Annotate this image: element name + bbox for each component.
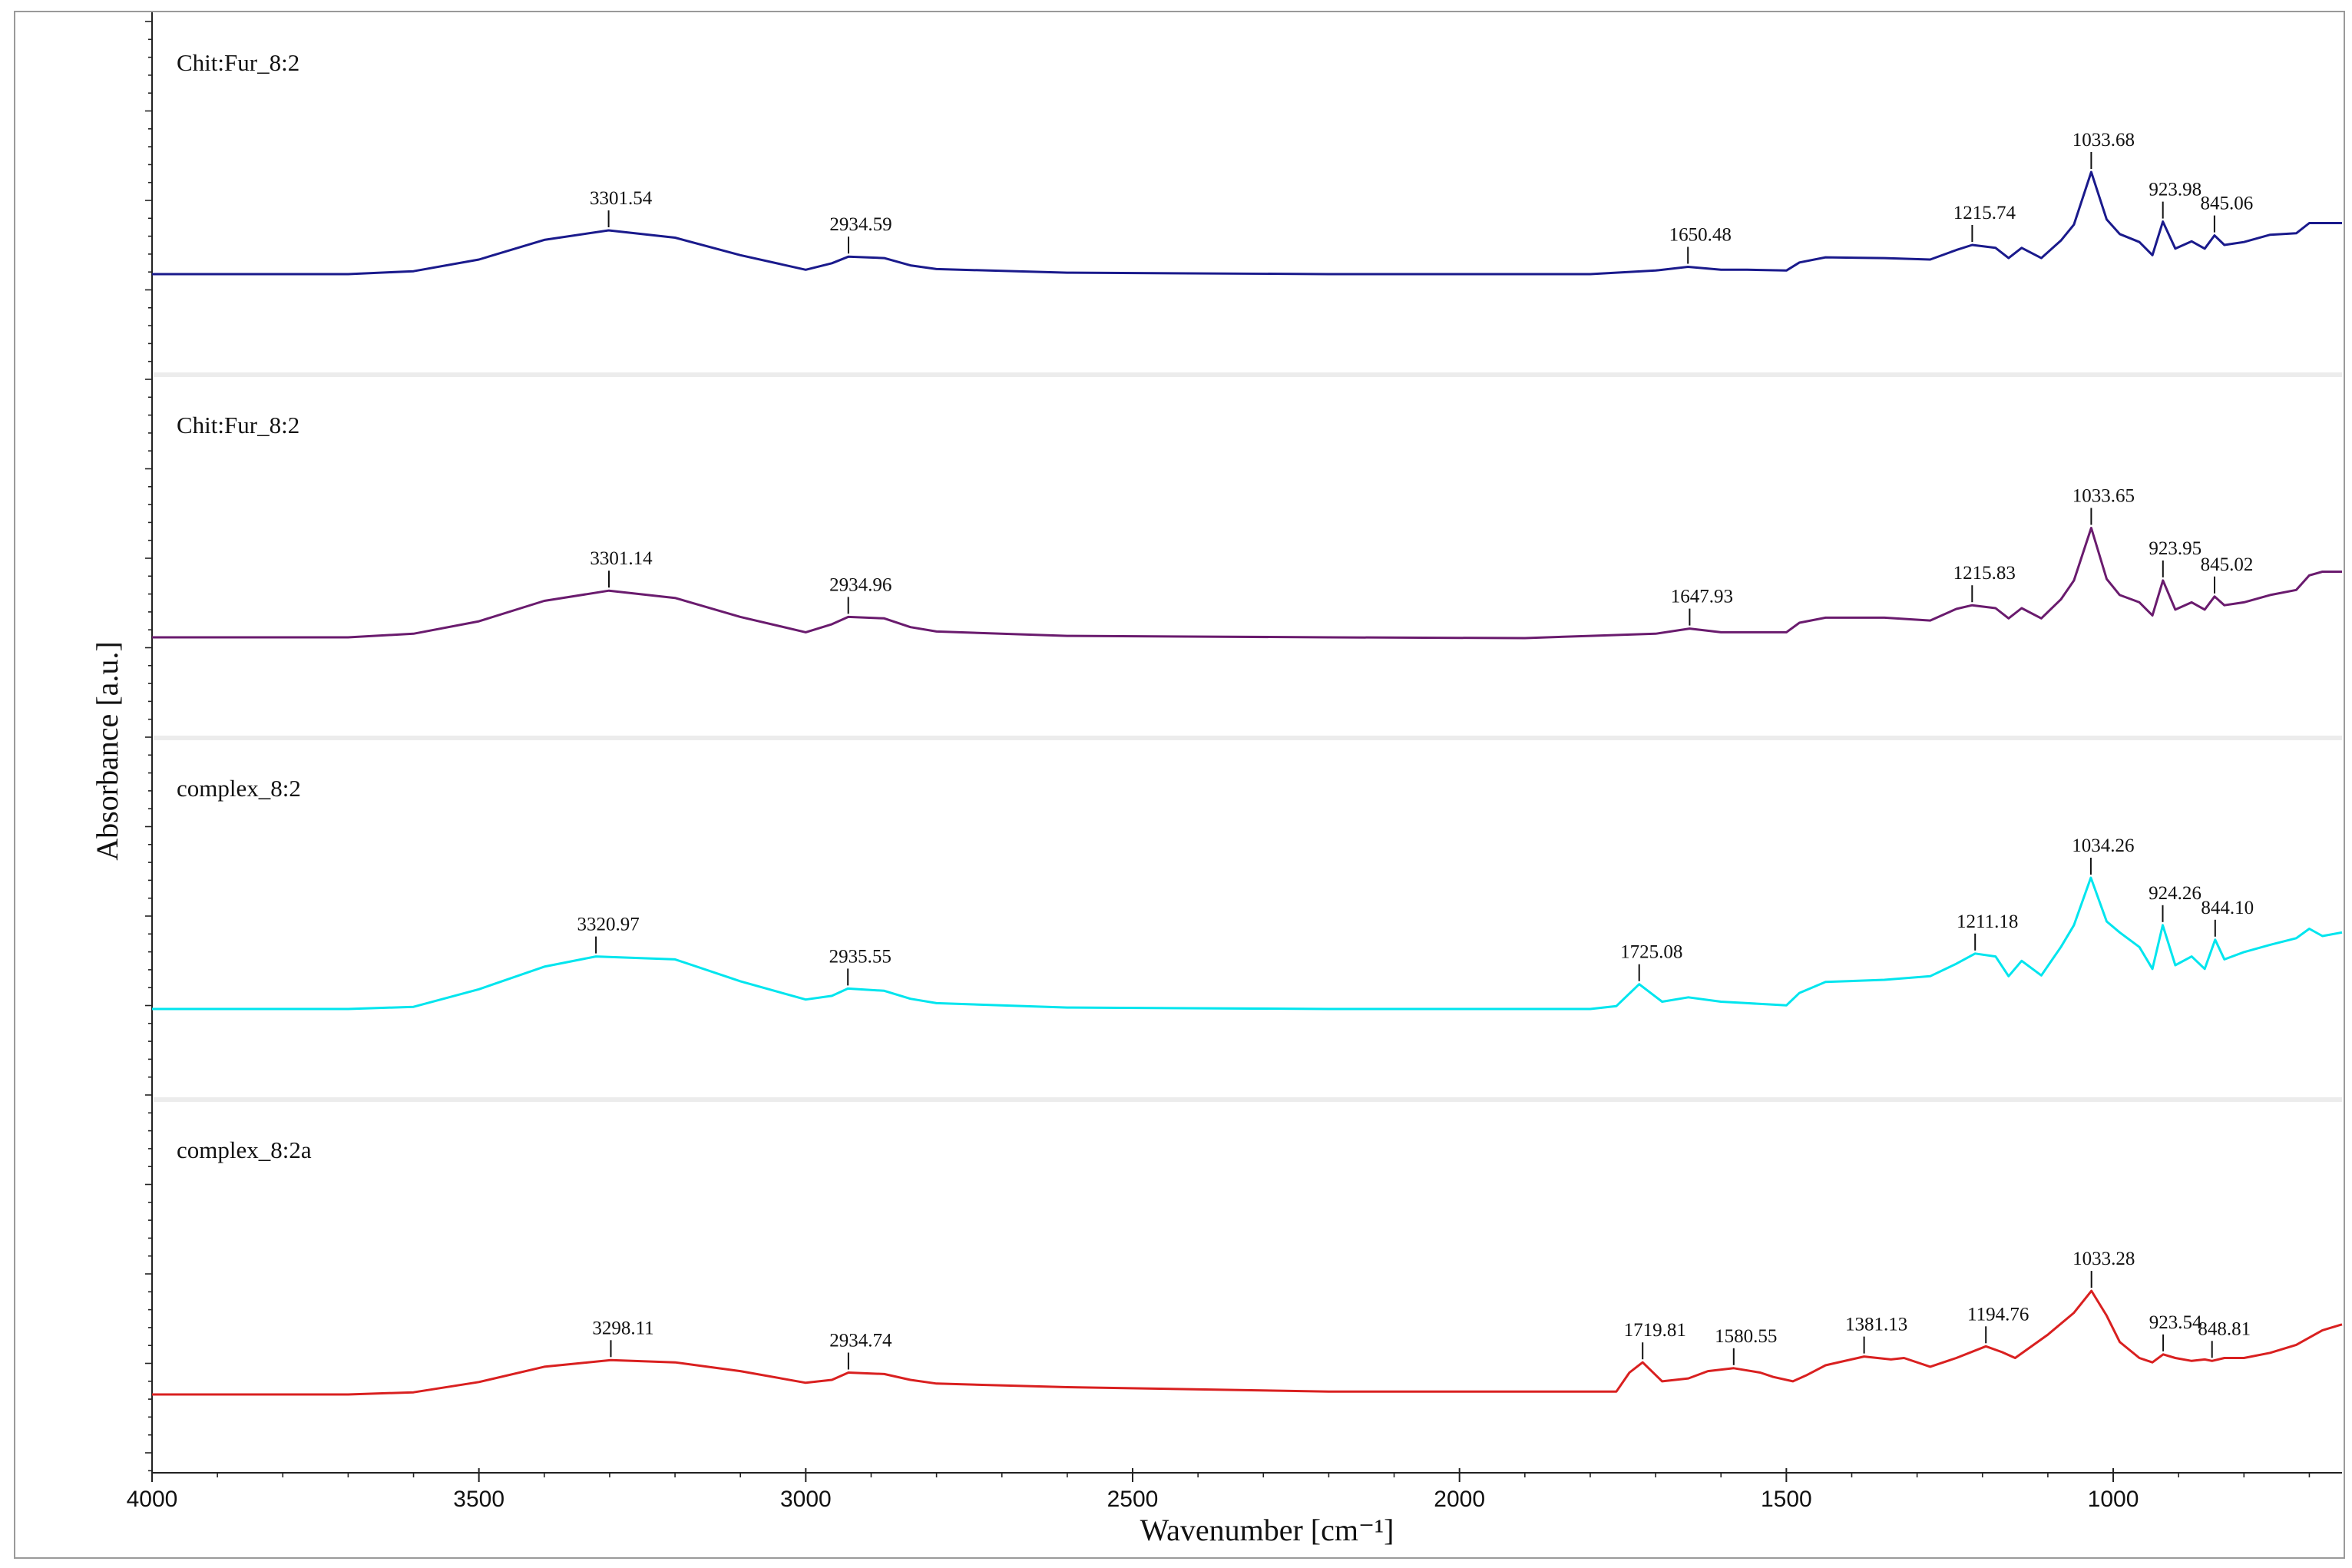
peak-label: 1215.74	[1953, 203, 2016, 223]
peak-label: 1033.65	[2072, 486, 2135, 507]
panel-label: Chit:Fur_8:2	[177, 49, 299, 76]
spectrum-line	[152, 527, 2342, 640]
peak-label: 923.98	[2149, 180, 2201, 200]
panel-label: complex_8:2a	[177, 1136, 312, 1163]
peak-label: 845.02	[2201, 554, 2254, 575]
x-axis-tick-label: 1500	[1761, 1487, 1812, 1512]
peak-label: 924.26	[2149, 883, 2201, 904]
y-axis	[145, 12, 153, 1473]
peak-label: 3298.11	[592, 1318, 653, 1338]
peak-label: 1194.76	[1967, 1304, 2029, 1325]
peak-label: 1215.83	[1953, 563, 2016, 584]
peak-label: 848.81	[2198, 1318, 2251, 1339]
peak-label: 923.95	[2149, 538, 2201, 559]
labels-layer: Chit:Fur_8:2 3301.54 2934.59 1650.48 1215.74…	[177, 49, 2254, 1370]
chart-frame: 4000 3500 3000 2500 2000 1500 1000 Chit:Fur_8:…	[14, 11, 2345, 1559]
peak-label: 1034.26	[2072, 835, 2134, 856]
x-axis-title: Wavenumber [cm⁻¹]	[1140, 1513, 1394, 1547]
x-axis-major-ticks: 4000 3500 3000 2500 2000 1500 1000	[127, 1468, 2139, 1512]
peak-label: 1647.93	[1671, 587, 1733, 607]
series-layer	[152, 170, 2343, 1396]
peak-label: 1719.81	[1624, 1320, 1686, 1341]
peak-label: 2935.55	[829, 946, 892, 967]
peak-label: 2934.59	[829, 214, 892, 235]
x-axis-minor-ticks	[217, 1473, 2311, 1477]
peak-label: 2934.74	[829, 1331, 892, 1351]
peak-label: 1381.13	[1845, 1315, 1907, 1335]
x-axis-tick-label: 3000	[780, 1487, 832, 1512]
peak-label: 1725.08	[1620, 942, 1682, 963]
peak-label: 1033.68	[2072, 130, 2135, 151]
y-axis-title: Absorbance [a.u.]	[90, 641, 124, 860]
panel-label: Chit:Fur_8:2	[177, 412, 299, 438]
x-axis: 4000 3500 3000 2500 2000 1500 1000	[127, 1468, 2342, 1512]
panel-separators	[154, 372, 2342, 1102]
x-axis-tick-label: 2500	[1107, 1487, 1159, 1512]
spectrum-line	[152, 1289, 2343, 1396]
peak-label: 1033.28	[2072, 1249, 2135, 1269]
peak-label: 1211.18	[1957, 911, 2018, 932]
panel-separator	[154, 372, 2342, 377]
x-axis-tick-label: 1000	[2088, 1487, 2139, 1512]
peak-label: 923.54	[2149, 1312, 2202, 1333]
spectrum-line	[152, 170, 2342, 276]
ftir-spectra-chart: 4000 3500 3000 2500 2000 1500 1000 Chit:Fur_8:…	[90, 12, 2343, 1547]
y-axis-ticks	[145, 21, 152, 1472]
peak-label: 845.06	[2201, 194, 2254, 214]
panel-separator	[154, 736, 2342, 740]
peak-label: 844.10	[2201, 898, 2254, 918]
peak-label: 2934.96	[829, 574, 892, 595]
peak-label: 3301.54	[590, 188, 653, 209]
peak-label: 1650.48	[1669, 225, 1732, 246]
panel-label: complex_8:2	[177, 775, 301, 802]
x-axis-tick-label: 2000	[1434, 1487, 1485, 1512]
panel-separator	[154, 1097, 2342, 1102]
spectrum-line	[152, 876, 2343, 1011]
x-axis-tick-label: 4000	[127, 1487, 178, 1512]
peak-label: 3320.97	[577, 915, 639, 935]
peak-label: 1580.55	[1715, 1326, 1777, 1347]
peak-label: 3301.14	[590, 548, 653, 569]
x-axis-tick-label: 3500	[453, 1487, 504, 1512]
